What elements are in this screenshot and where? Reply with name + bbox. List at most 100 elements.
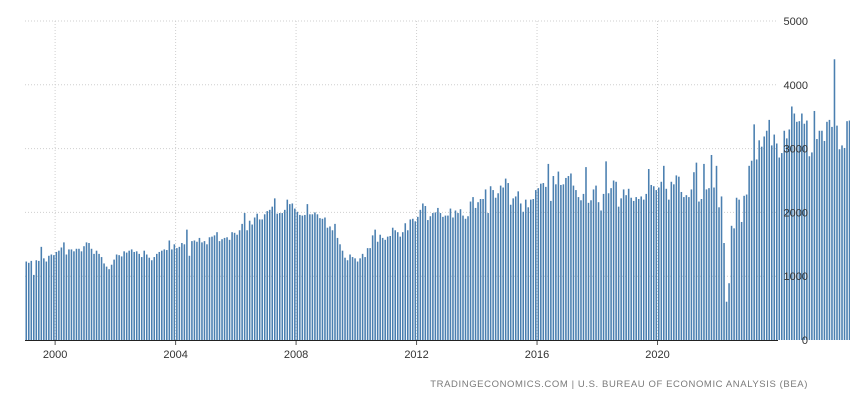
bar (826, 121, 828, 340)
bar (768, 119, 770, 340)
bar (602, 193, 605, 340)
bar (336, 237, 339, 340)
bar (110, 264, 113, 340)
bar (118, 255, 120, 340)
bar (384, 239, 386, 340)
bar (75, 248, 78, 340)
bar (176, 248, 178, 340)
bar (529, 199, 532, 340)
bar (251, 224, 253, 340)
bar (557, 171, 560, 340)
bar (344, 257, 346, 340)
bar (635, 197, 637, 340)
bar (25, 261, 28, 340)
bar (640, 196, 642, 340)
bar (705, 189, 708, 340)
bar (50, 254, 53, 340)
bar (379, 234, 381, 340)
bar (821, 130, 823, 340)
bar (833, 59, 836, 340)
bar (291, 203, 294, 340)
bar (780, 153, 783, 340)
bar (798, 121, 801, 340)
bar (35, 260, 38, 340)
bar (90, 248, 93, 340)
bar (231, 232, 233, 340)
bar (494, 197, 497, 340)
bar (238, 230, 241, 340)
bar (256, 213, 258, 340)
bar (304, 214, 306, 340)
bar (93, 253, 95, 340)
bar (612, 180, 615, 340)
bar (813, 110, 816, 341)
bar (301, 215, 304, 340)
bar (848, 120, 850, 340)
bar (482, 199, 484, 340)
bar (263, 214, 266, 340)
bar (615, 181, 617, 340)
bar (673, 184, 675, 340)
bar (284, 209, 286, 340)
bar (710, 154, 713, 340)
bar (85, 242, 88, 340)
bar (437, 207, 439, 340)
bar (258, 219, 261, 340)
bar (198, 237, 201, 340)
bar (206, 244, 208, 340)
bar (65, 254, 68, 340)
bar (497, 193, 499, 340)
bar (627, 188, 630, 340)
bar (778, 157, 781, 340)
bar (492, 190, 494, 340)
bar (504, 178, 507, 340)
bar (660, 181, 663, 340)
bar (427, 220, 429, 340)
bar (396, 232, 399, 340)
bar (422, 203, 424, 340)
bar (70, 249, 73, 340)
bar (412, 218, 414, 340)
bar (472, 197, 474, 340)
bar (745, 194, 748, 340)
bar (391, 227, 394, 340)
bar (276, 213, 279, 340)
y-tick-label: 3000 (784, 144, 808, 156)
bar (605, 161, 607, 340)
bar (733, 228, 735, 340)
bar (188, 255, 191, 340)
bar (477, 202, 479, 340)
bar (841, 145, 843, 340)
bar (519, 203, 522, 340)
bar (161, 250, 163, 340)
y-tick-label: 1000 (784, 271, 808, 283)
bar (760, 146, 763, 340)
bar (133, 251, 135, 340)
bar (120, 256, 123, 340)
bar (243, 213, 246, 340)
bar (33, 274, 35, 340)
bar (150, 260, 153, 340)
bar (444, 215, 447, 340)
bar (442, 216, 444, 340)
bar (88, 243, 90, 340)
bar (278, 213, 281, 340)
bar (228, 239, 231, 340)
bar (783, 130, 786, 340)
bar (617, 206, 620, 340)
bar (173, 244, 176, 340)
x-tick-label: 2012 (404, 349, 428, 361)
bar (647, 169, 650, 340)
bar (163, 249, 166, 340)
bar (286, 199, 289, 340)
bar (625, 195, 627, 340)
bar (808, 156, 811, 340)
bar (587, 202, 590, 340)
bar (811, 152, 813, 340)
bar (831, 126, 833, 340)
bar (474, 207, 477, 340)
bar (542, 183, 545, 340)
bar (464, 218, 467, 340)
bar (331, 230, 334, 340)
